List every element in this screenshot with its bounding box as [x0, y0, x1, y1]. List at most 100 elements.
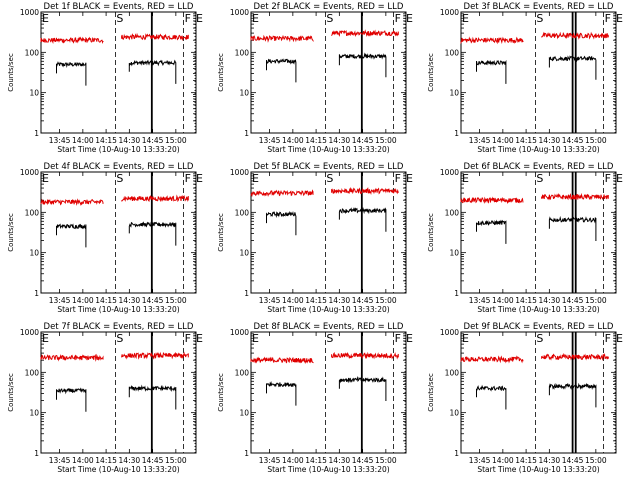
marker-label: E — [462, 172, 469, 185]
x-tick-label: 13:45 — [259, 296, 281, 305]
panel-det-4: Det 4f BLACK = Events, RED = LLD 1 10 100 10… — [7, 162, 203, 314]
series-lld — [331, 29, 399, 38]
marker-label: E — [616, 332, 623, 345]
y-axis-label: Counts/sec — [7, 53, 15, 92]
panel-title: Det 5f BLACK = Events, RED = LLD — [254, 162, 404, 172]
series-lld — [250, 34, 314, 43]
series-lld — [250, 356, 314, 365]
x-tick-label: 14:00 — [282, 456, 304, 465]
series-lld — [40, 353, 104, 362]
panel-det-5: Det 5f BLACK = Events, RED = LLD 1 10 100 10… — [217, 162, 413, 314]
marker-label: E — [196, 172, 203, 185]
marker-label: E — [616, 172, 623, 185]
x-tick-label: 14:30 — [119, 296, 141, 305]
x-tick-label: 13:45 — [469, 456, 491, 465]
marker-label: E — [42, 332, 49, 345]
y-tick-label: 100 — [235, 368, 250, 377]
plot-frame — [460, 171, 617, 294]
series-lld — [541, 352, 609, 361]
plot-frame — [40, 11, 197, 134]
x-tick-label: 14:15 — [95, 136, 117, 145]
x-tick-label: 14:00 — [72, 296, 94, 305]
x-tick-label: 14:00 — [282, 136, 304, 145]
y-tick-label: 1 — [34, 449, 39, 458]
x-tick-label: 14:30 — [329, 296, 351, 305]
y-axis-label: Counts/sec — [7, 213, 15, 252]
marker-label: F — [185, 332, 191, 345]
x-tick-label: 14:15 — [305, 456, 327, 465]
x-tick-label: 14:45 — [142, 296, 164, 305]
y-tick-label: 10 — [449, 249, 459, 258]
x-tick-label: 14:15 — [515, 296, 537, 305]
x-tick-label: 14:45 — [562, 136, 584, 145]
x-tick-label: 15:00 — [165, 456, 187, 465]
y-tick-label: 1 — [244, 449, 249, 458]
marker-label: S — [326, 12, 333, 25]
y-tick-label: 10 — [29, 409, 39, 418]
series-events — [56, 223, 87, 248]
y-axis-label: Counts/sec — [217, 53, 225, 92]
x-tick-label: 14:30 — [119, 456, 141, 465]
y-tick-label: 10 — [449, 409, 459, 418]
plot-frame — [250, 11, 407, 134]
x-axis-label: Start Time (10-Aug-10 13:33:20) — [267, 305, 389, 314]
series-events — [476, 59, 507, 84]
x-tick-label: 13:45 — [469, 136, 491, 145]
marker-label: S — [536, 332, 543, 345]
panel-det-9: Det 9f BLACK = Events, RED = LLD 1 10 100 10… — [427, 322, 623, 474]
series-events — [128, 384, 177, 410]
x-tick-label: 14:00 — [492, 456, 514, 465]
x-tick-label: 13:45 — [259, 136, 281, 145]
x-tick-label: 15:00 — [585, 296, 607, 305]
x-tick-label: 14:30 — [329, 456, 351, 465]
marker-label: E — [196, 12, 203, 25]
y-tick-label: 100 — [25, 368, 40, 377]
x-tick-label: 15:00 — [165, 136, 187, 145]
series-lld — [121, 194, 189, 203]
x-tick-label: 14:15 — [515, 136, 537, 145]
x-tick-label: 14:45 — [352, 456, 374, 465]
marker-label: S — [536, 12, 543, 25]
panel-title: Det 2f BLACK = Events, RED = LLD — [254, 2, 404, 12]
x-axis-label: Start Time (10-Aug-10 13:33:20) — [57, 145, 179, 154]
panel-det-7: Det 7f BLACK = Events, RED = LLD 1 10 100 10… — [7, 322, 203, 474]
marker-label: S — [116, 12, 123, 25]
x-tick-label: 14:00 — [72, 456, 94, 465]
x-tick-label: 14:45 — [562, 456, 584, 465]
series-lld — [250, 189, 314, 198]
series-lld — [40, 198, 104, 206]
x-tick-label: 15:00 — [375, 136, 397, 145]
y-tick-label: 1 — [454, 129, 459, 138]
panel-title: Det 6f BLACK = Events, RED = LLD — [464, 162, 614, 172]
marker-label: E — [42, 172, 49, 185]
marker-label: E — [252, 172, 259, 185]
x-tick-label: 14:45 — [142, 136, 164, 145]
panel-title: Det 9f BLACK = Events, RED = LLD — [464, 322, 614, 332]
panel-det-6: Det 6f BLACK = Events, RED = LLD 1 10 100 10… — [427, 162, 623, 314]
y-tick-label: 100 — [445, 368, 460, 377]
y-tick-label: 1000 — [230, 8, 249, 17]
y-tick-label: 100 — [235, 48, 250, 57]
series-events — [476, 384, 507, 410]
y-tick-label: 1000 — [230, 328, 249, 337]
series-events — [476, 219, 507, 244]
marker-label: E — [462, 332, 469, 345]
x-tick-label: 14:45 — [142, 456, 164, 465]
series-events — [338, 375, 387, 401]
plot-frame — [250, 331, 407, 454]
panel-title: Det 8f BLACK = Events, RED = LLD — [254, 322, 404, 332]
series-events — [548, 382, 597, 408]
x-tick-label: 13:45 — [49, 136, 71, 145]
series-lld — [460, 36, 524, 45]
marker-label: E — [616, 12, 623, 25]
marker-label: F — [605, 332, 611, 345]
y-tick-label: 1 — [454, 449, 459, 458]
y-tick-label: 1 — [454, 289, 459, 298]
y-tick-label: 1000 — [440, 8, 459, 17]
series-events — [128, 59, 177, 84]
y-tick-label: 100 — [25, 48, 40, 57]
series-events — [266, 380, 297, 406]
panel-det-8: Det 8f BLACK = Events, RED = LLD 1 10 100 10… — [217, 322, 413, 474]
series-events — [338, 206, 387, 232]
